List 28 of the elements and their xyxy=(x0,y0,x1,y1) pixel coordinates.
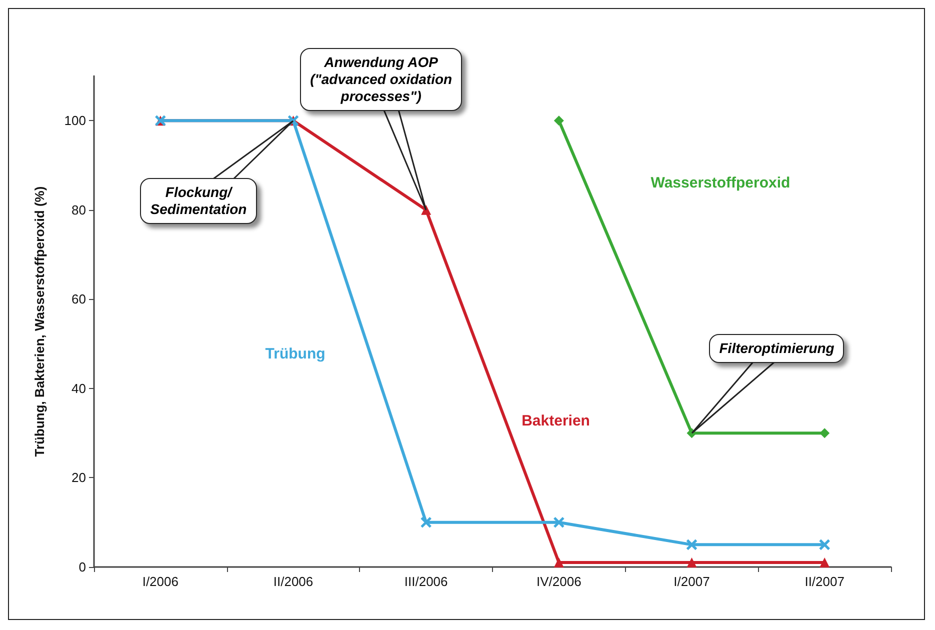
x-tick-label: IV/2006 xyxy=(536,574,582,589)
y-tick-label: 80 xyxy=(72,202,86,218)
x-tick-label: I/2006 xyxy=(142,574,178,589)
point xyxy=(554,558,564,568)
x-tick-label: II/2006 xyxy=(273,574,314,589)
series-label: Bakterien xyxy=(522,412,590,430)
annotation: Anwendung AOP ("advanced oxidation processes") xyxy=(300,48,462,112)
y-tick-label: 40 xyxy=(72,380,86,396)
text: Trübung xyxy=(265,345,326,362)
annotation: Filteroptimierung xyxy=(709,334,844,363)
point xyxy=(820,558,830,568)
x-tick-label: I/2007 xyxy=(674,574,710,589)
point xyxy=(686,558,697,568)
point xyxy=(686,538,698,550)
y-tick-label: 100 xyxy=(64,113,86,128)
y-tick-label: 20 xyxy=(72,470,86,486)
point xyxy=(553,516,565,528)
point xyxy=(420,516,432,528)
point xyxy=(554,116,564,126)
x-tick-label: III/2006 xyxy=(404,574,448,589)
y-tick-label: 0 xyxy=(78,560,86,574)
annotation: Flockung/ Sedimentation xyxy=(140,178,257,224)
point xyxy=(820,428,830,438)
point xyxy=(818,538,830,550)
y-tick-label: 60 xyxy=(72,292,86,307)
y-axis-title: Trübung, Bakterien, Wasserstoffperoxid (%) xyxy=(32,186,47,457)
x-tick-label: II/2007 xyxy=(804,574,844,589)
text: Wasserstoffperoxid xyxy=(650,174,790,192)
